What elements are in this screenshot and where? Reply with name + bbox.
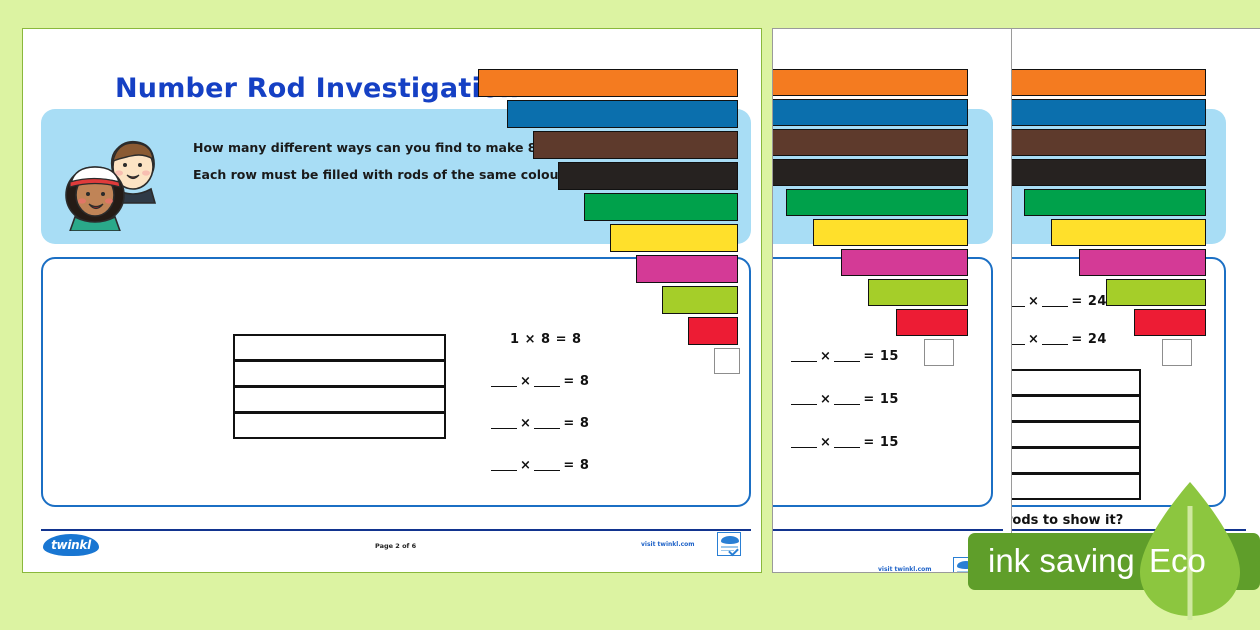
twinkl-logo[interactable]: twinkl	[43, 534, 99, 556]
equation-2: × = 8	[488, 374, 589, 389]
middle-equation-1: × = 15	[788, 349, 899, 364]
instruction-line-1: How many different ways can you find to …	[193, 140, 544, 155]
yellow-rod	[813, 219, 968, 246]
blank-left[interactable]	[791, 447, 817, 448]
blue-rod	[1006, 99, 1206, 126]
middle-footer-rule	[773, 529, 1003, 531]
equation-right: 8	[541, 332, 551, 347]
back-answer-box-4[interactable]	[1006, 447, 1141, 474]
back-rod-staircase	[1006, 69, 1206, 366]
blank-right[interactable]	[834, 447, 861, 448]
leaf-icon	[1140, 482, 1240, 620]
blank-right[interactable]	[834, 361, 861, 362]
middle-visit-twinkl-label[interactable]: visit twinkl.com	[878, 566, 932, 573]
blank-left[interactable]	[1006, 344, 1025, 345]
back-answer-box-5[interactable]	[1006, 473, 1141, 500]
rod-staircase	[478, 69, 761, 374]
equation-product: 8	[579, 374, 590, 389]
black-rod	[558, 162, 738, 190]
worksheet-page-back[interactable]: × = 24 × = 24 rods to show it?	[1005, 28, 1260, 573]
equation-product: 8	[579, 458, 590, 473]
back-answer-box-2[interactable]	[1006, 395, 1141, 422]
answer-box-4[interactable]	[233, 412, 446, 439]
equation-product: 24	[1087, 294, 1107, 309]
white-rod	[1162, 339, 1192, 366]
yellow-rod	[610, 224, 738, 252]
orange-rod	[478, 69, 738, 97]
page-title: Number Rod Investigation	[115, 73, 520, 104]
light-green-rod	[662, 286, 738, 314]
visit-twinkl-label[interactable]: visit twinkl.com	[641, 541, 695, 548]
blank-left[interactable]	[1006, 306, 1025, 307]
equation-3: × = 8	[488, 416, 589, 431]
back-equation-1: × = 24	[1006, 294, 1107, 309]
answer-box-3[interactable]	[233, 386, 446, 413]
blank-right[interactable]	[534, 428, 561, 429]
footer-rule	[41, 529, 751, 531]
red-rod	[896, 309, 968, 336]
equation-product: 24	[1087, 332, 1107, 347]
eco-ink-saving-label: ink saving	[988, 542, 1135, 579]
instruction-line-2: Each row must be filled with rods of the…	[193, 167, 568, 182]
light-green-rod	[868, 279, 968, 306]
equation-4: × = 8	[488, 458, 589, 473]
red-rod	[1134, 309, 1206, 336]
green-rod	[584, 193, 738, 221]
back-answer-box-3[interactable]	[1006, 421, 1141, 448]
magenta-rod	[636, 255, 738, 283]
back-equation-2: × = 24	[1006, 332, 1107, 347]
brown-rod	[533, 131, 738, 159]
magenta-rod	[1079, 249, 1206, 276]
orange-rod	[1006, 69, 1206, 96]
blank-left[interactable]	[491, 428, 517, 429]
middle-equation-3: × = 15	[788, 435, 899, 450]
blank-right[interactable]	[834, 404, 861, 405]
equation-product: 15	[879, 349, 899, 364]
eco-label: Eco	[1149, 542, 1206, 579]
yellow-rod	[1051, 219, 1206, 246]
brown-rod	[773, 129, 968, 156]
brown-rod	[1006, 129, 1206, 156]
blank-left[interactable]	[791, 361, 817, 362]
back-tail-text: rods to show it?	[1006, 513, 1124, 528]
blank-right[interactable]	[1042, 306, 1069, 307]
twinkl-badge-icon	[717, 532, 741, 557]
answer-box-1[interactable]	[233, 334, 446, 361]
light-green-rod	[1106, 279, 1206, 306]
blue-rod	[507, 100, 738, 128]
back-answer-box-1[interactable]	[1006, 369, 1141, 396]
blank-right[interactable]	[534, 470, 561, 471]
black-rod	[1006, 159, 1206, 186]
worksheet-page-middle[interactable]: × = 15 × = 15 × = 15 visit twinkl.com	[772, 28, 1012, 573]
red-rod	[688, 317, 738, 345]
equation-product: 15	[879, 392, 899, 407]
middle-equation-2: × = 15	[788, 392, 899, 407]
worksheet-page-front[interactable]: Number Rod Investigation	[22, 28, 762, 573]
eco-badge: ink saving Eco	[968, 480, 1260, 630]
magenta-rod	[841, 249, 968, 276]
green-rod	[1024, 189, 1206, 216]
blank-left[interactable]	[491, 470, 517, 471]
orange-rod	[773, 69, 968, 96]
white-rod	[924, 339, 954, 366]
equation-left: 1	[510, 332, 520, 347]
children-illustration	[51, 111, 171, 232]
green-rod	[786, 189, 968, 216]
equation-product: 15	[879, 435, 899, 450]
answer-box-2[interactable]	[233, 360, 446, 387]
equation-1: 1 × 8 = 8	[510, 332, 582, 347]
blue-rod	[773, 99, 968, 126]
equation-product: 8	[579, 416, 590, 431]
page-number-label: Page 2 of 6	[375, 542, 417, 550]
back-footer-rule	[1006, 529, 1246, 531]
blank-right[interactable]	[534, 386, 561, 387]
middle-rod-staircase	[773, 69, 968, 366]
blank-right[interactable]	[1042, 344, 1069, 345]
equation-product: 8	[572, 332, 582, 347]
black-rod	[773, 159, 968, 186]
blank-left[interactable]	[791, 404, 817, 405]
blank-left[interactable]	[491, 386, 517, 387]
white-rod	[714, 348, 740, 374]
